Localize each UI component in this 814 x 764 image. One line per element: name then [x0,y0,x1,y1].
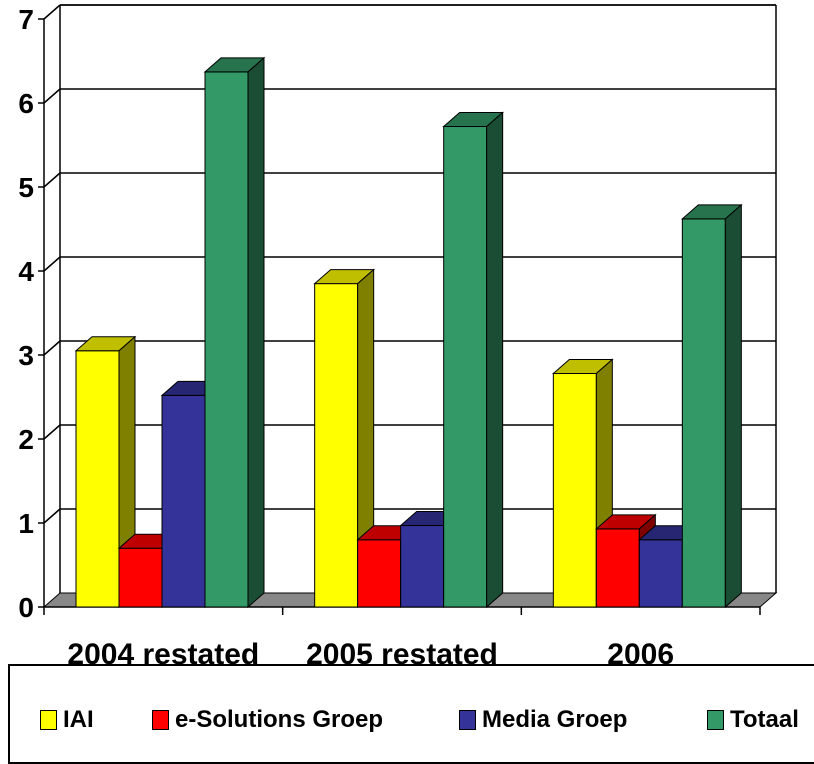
bar-media-groep-1 [400,525,445,608]
bar-media-groep-2 [638,539,683,608]
bar-totaal-2 [681,218,726,608]
bar-iai-0 [75,350,120,608]
bar-e-solutions-groep-2 [595,528,640,608]
legend-item-iai: IAI [40,706,94,734]
legend-swatch-e-solutions [152,710,169,730]
gridline-side [43,4,61,20]
bar-totaal-0 [204,71,249,608]
y-tick-label: 4 [18,256,34,287]
legend-swatch-media-groep [459,710,476,730]
legend-label-media-groep: Media Groep [482,706,628,733]
y-tick-label: 3 [18,340,34,371]
gridline-side [43,88,61,104]
legend-swatch-totaal [707,710,724,730]
legend-swatch-iai [40,710,57,730]
x-category-label: 2006 [607,638,674,664]
y-tick-label: 7 [18,4,34,35]
x-category-label: 2004 restated [67,638,259,664]
gridline-side [43,340,61,356]
legend-item-e-solutions: e-Solutions Groep [152,706,383,734]
bar-iai-2 [552,372,597,608]
gridline-side [43,508,61,524]
bar-side [486,111,504,609]
gridline-side [43,424,61,440]
bar-e-solutions-groep-0 [118,547,163,608]
bar-totaal-1 [443,126,488,608]
bar-iai-1 [314,283,359,608]
legend-label-iai: IAI [63,706,94,733]
y-tick-label: 6 [18,88,34,119]
legend-item-media-groep: Media Groep [459,706,627,734]
x-category-label: 2005 restated [306,638,498,664]
bar-side [247,56,265,609]
legend-item-totaal: Totaal [707,706,799,734]
bar-media-groep-0 [161,394,206,608]
bar-side [724,203,742,609]
gridline-side [43,256,61,272]
gridline-side [43,172,61,188]
bar-chart-plot: 0 1 2 3 4 5 6 7 2004 restated 2005 restated 2006 [18,4,778,671]
legend-label-totaal: Totaal [730,706,799,733]
y-tick-label: 0 [18,592,34,623]
legend: IAI e-Solutions Groep Media Groep Totaal [8,664,814,764]
legend-label-e-solutions: e-Solutions Groep [175,706,384,733]
y-tick-label: 1 [18,508,34,539]
bar-e-solutions-groep-1 [357,539,402,608]
y-tick-label: 2 [18,424,34,455]
y-tick-label: 5 [18,172,34,203]
